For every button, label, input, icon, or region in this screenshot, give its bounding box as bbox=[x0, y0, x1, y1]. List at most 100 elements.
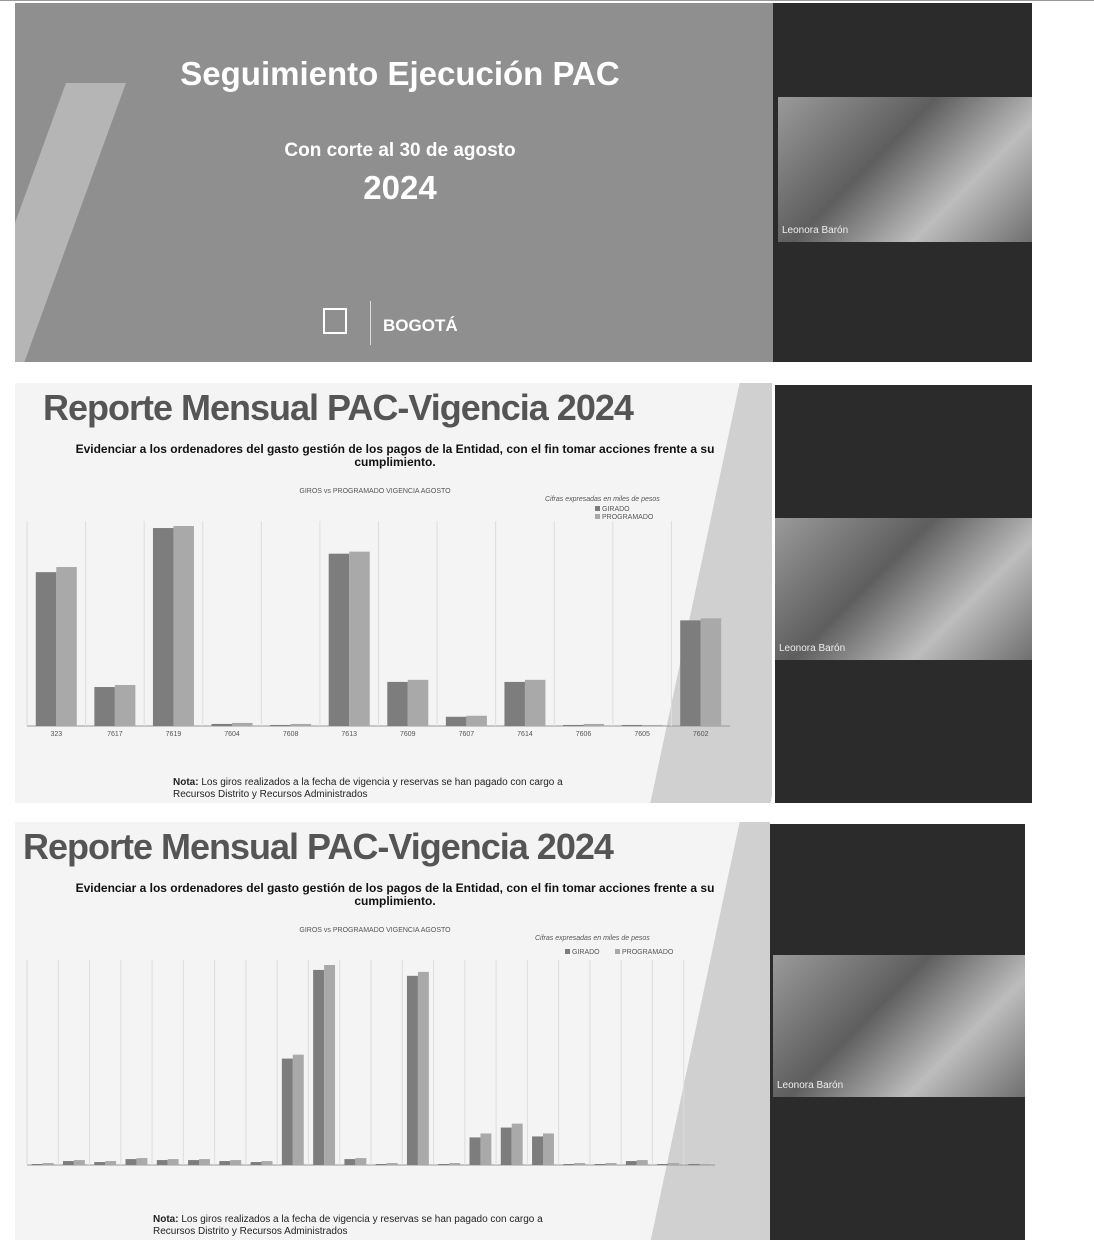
x-tick-label: 7606 bbox=[576, 731, 592, 738]
legend-label: GIRADO bbox=[602, 506, 630, 513]
bar bbox=[480, 1133, 492, 1165]
bar bbox=[524, 679, 546, 726]
bar bbox=[466, 715, 487, 726]
participant-name: Leonora Barón bbox=[782, 225, 849, 236]
bar bbox=[563, 724, 584, 726]
note-label: Nota: bbox=[153, 1214, 179, 1225]
bar bbox=[355, 1158, 367, 1165]
legend-label: GIRADO bbox=[572, 949, 600, 956]
subtitle: Evidenciar a los ordenadores del gasto g… bbox=[75, 442, 715, 469]
bar bbox=[349, 551, 370, 726]
bar bbox=[605, 1163, 617, 1165]
logo-text: BOGOTÁ bbox=[383, 316, 458, 335]
bar bbox=[73, 1160, 85, 1165]
video-feed: Leonora Barón bbox=[778, 97, 1032, 242]
bar bbox=[94, 687, 115, 726]
bar bbox=[563, 1164, 575, 1165]
chart: GIROS vs PROGRAMADO VIGENCIA AGOSTO Cifra… bbox=[26, 927, 715, 1166]
video-feed: Leonora Barón bbox=[773, 955, 1025, 1097]
x-tick-label: 7614 bbox=[517, 731, 533, 738]
note: Nota: Los giros realizados a la fecha de… bbox=[173, 777, 573, 801]
note-label: Nota: bbox=[173, 777, 199, 788]
video-panel: Leonora Barón bbox=[773, 3, 1032, 362]
x-tick-label: 7609 bbox=[400, 731, 416, 738]
bar bbox=[621, 724, 643, 726]
bar bbox=[94, 1162, 106, 1165]
bar bbox=[270, 724, 291, 726]
participant-name: Leonora Barón bbox=[777, 1080, 844, 1091]
bar bbox=[543, 1133, 554, 1165]
bar bbox=[700, 618, 722, 726]
bar bbox=[699, 1164, 711, 1165]
bar bbox=[594, 1164, 606, 1165]
bar bbox=[668, 1163, 680, 1165]
report-slide: Reporte Mensual PAC-Vigencia 2024 Evidenc… bbox=[15, 822, 770, 1240]
bar bbox=[344, 1159, 356, 1165]
bar bbox=[35, 572, 57, 726]
bar bbox=[657, 1164, 669, 1165]
bar bbox=[511, 1123, 523, 1165]
note-text: Los giros realizados a la fecha de vigen… bbox=[173, 777, 563, 800]
bar bbox=[42, 1163, 54, 1165]
note-text: Los giros realizados a la fecha de vigen… bbox=[153, 1214, 543, 1237]
decor bbox=[15, 83, 126, 362]
bar bbox=[387, 681, 408, 726]
bar bbox=[292, 1054, 304, 1165]
bar bbox=[114, 684, 136, 726]
bar bbox=[449, 1163, 461, 1165]
bar bbox=[583, 723, 605, 726]
bar bbox=[152, 528, 174, 726]
legend-label: PROGRAMADO bbox=[602, 514, 654, 521]
bar bbox=[313, 969, 325, 1165]
participant-name: Leonora Barón bbox=[779, 643, 846, 654]
report-title: Reporte Mensual PAC-Vigencia 2024 bbox=[43, 387, 634, 428]
bar bbox=[261, 1161, 273, 1165]
bar bbox=[625, 1161, 637, 1165]
x-tick-label: 7608 bbox=[283, 731, 299, 738]
title-slide: Seguimiento Ejecución PAC Con corte al 3… bbox=[15, 3, 773, 362]
cutoff: Con corte al 30 de agosto bbox=[284, 140, 516, 161]
bar bbox=[31, 1164, 43, 1165]
slide-title: Seguimiento Ejecución PAC bbox=[180, 55, 620, 92]
bar bbox=[328, 553, 350, 726]
bar bbox=[642, 724, 663, 726]
x-tick-label: 323 bbox=[50, 731, 62, 738]
x-tick-label: 7607 bbox=[459, 731, 475, 738]
bar bbox=[407, 679, 429, 726]
bar bbox=[211, 723, 233, 726]
bar bbox=[136, 1158, 148, 1165]
subtitle: Evidenciar a los ordenadores del gasto g… bbox=[75, 881, 715, 908]
x-tick-label: 7602 bbox=[693, 731, 709, 738]
bar bbox=[500, 1127, 512, 1165]
logo-divider bbox=[370, 301, 371, 345]
bar bbox=[125, 1159, 137, 1165]
border bbox=[0, 0, 1094, 1]
x-tick-label: 7604 bbox=[224, 731, 240, 738]
bar bbox=[250, 1162, 262, 1165]
legend-swatch bbox=[565, 949, 570, 954]
year: 2024 bbox=[363, 169, 437, 206]
bar bbox=[445, 716, 467, 726]
bar bbox=[290, 723, 312, 726]
bar bbox=[219, 1161, 231, 1165]
units-note: Cifras expresadas en miles de pesos bbox=[535, 935, 650, 942]
legend-swatch bbox=[615, 949, 620, 954]
x-tick-label: 7605 bbox=[634, 731, 650, 738]
x-tick-label: 7613 bbox=[341, 731, 357, 738]
chart-title: GIROS vs PROGRAMADO VIGENCIA AGOSTO bbox=[299, 927, 451, 934]
video-panel: Leonora Barón bbox=[770, 824, 1025, 1240]
bar bbox=[417, 971, 429, 1165]
bar bbox=[232, 722, 253, 726]
legend-swatch bbox=[595, 506, 600, 511]
note: Nota: Los giros realizados a la fecha de… bbox=[153, 1214, 553, 1238]
chart-title: GIROS vs PROGRAMADO VIGENCIA AGOSTO bbox=[299, 488, 451, 495]
legend-swatch bbox=[595, 514, 600, 519]
x-tick-label: 7617 bbox=[107, 731, 123, 738]
video-feed: Leonora Barón bbox=[775, 518, 1032, 660]
bar bbox=[188, 1160, 199, 1165]
chart: GIROS vs PROGRAMADO VIGENCIA AGOSTO Cifra… bbox=[26, 488, 730, 738]
bar bbox=[281, 1058, 293, 1165]
bar bbox=[167, 1159, 179, 1165]
bar bbox=[406, 975, 418, 1165]
bar bbox=[324, 965, 336, 1165]
